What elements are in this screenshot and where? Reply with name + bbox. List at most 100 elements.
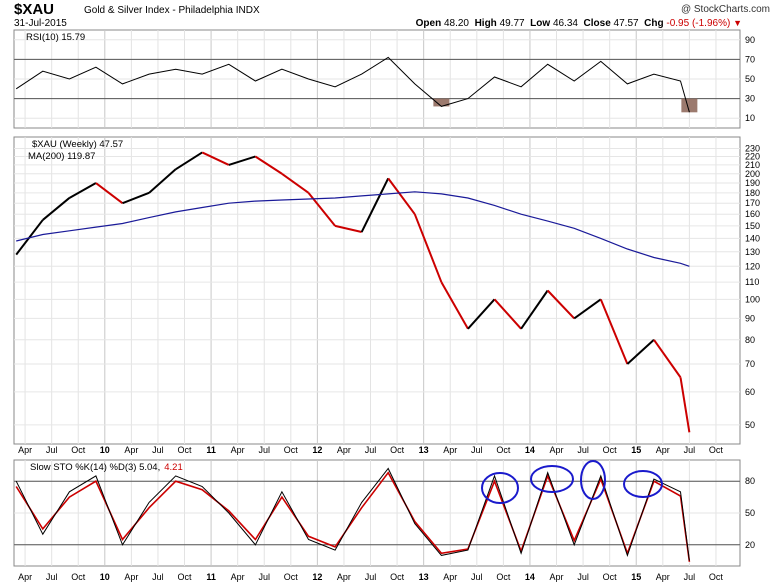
price-segment (387, 177, 416, 215)
rsi-oversold-fill (681, 98, 698, 113)
x-tick-label: Oct (496, 572, 511, 582)
panel-labels: RSI(10) 15.79 $XAU (Weekly) 47.57 MA(200… (26, 32, 183, 473)
x-tick-label: Jul (258, 445, 270, 455)
highlight-circle (530, 465, 574, 493)
highlight-circle (623, 470, 663, 498)
price-segment (599, 298, 629, 365)
y-tick-label: 190 (745, 178, 760, 188)
y-tick-label: 90 (745, 313, 755, 323)
price-segment (254, 155, 283, 175)
price-segment (653, 339, 682, 378)
rsi-oversold-fill (433, 98, 450, 107)
x-tick-label: Jul (152, 572, 164, 582)
x-tick-label: Jul (46, 572, 58, 582)
grid-lines (14, 30, 740, 566)
y-tick-label: 50 (745, 420, 755, 430)
x-tick-label: Jul (46, 445, 58, 455)
series-layer (15, 56, 698, 562)
y-tick-label: 160 (745, 209, 760, 219)
x-tick-label: Apr (550, 572, 564, 582)
x-tick-label: Jul (258, 572, 270, 582)
y-tick-label: 100 (745, 294, 760, 304)
x-tick-label: Jul (577, 445, 589, 455)
y-tick-label: 50 (745, 508, 755, 518)
y-tick-label: 20 (745, 540, 755, 550)
chg-value: -0.95 (-1.96%) (666, 18, 731, 29)
y-tick-label: 150 (745, 221, 760, 231)
x-tick-label: 11 (206, 572, 216, 582)
stoch-k-line (15, 467, 690, 561)
x-tick-label: 10 (100, 572, 110, 582)
x-tick-label: Oct (71, 572, 86, 582)
x-tick-label: 13 (419, 445, 429, 455)
price-segment (520, 289, 549, 330)
y-tick-label: 220 (745, 151, 760, 161)
x-tick-label: Jul (152, 445, 164, 455)
price-segment (493, 298, 522, 330)
x-tick-label: Jul (471, 572, 483, 582)
sto-d-value: 4.21 (164, 462, 183, 473)
x-tick-label: Oct (178, 445, 193, 455)
x-tick-label: Jul (684, 445, 696, 455)
x-tick-label: Oct (71, 445, 86, 455)
x-tick-label: Apr (337, 445, 351, 455)
x-tick-label: Oct (178, 572, 193, 582)
x-tick-label: 13 (419, 572, 429, 582)
price-segment (546, 289, 575, 320)
x-tick-label: Oct (603, 445, 618, 455)
y-tick-label: 200 (745, 169, 760, 179)
price-segment (175, 151, 203, 171)
copyright: @ StockCharts.com (680, 4, 770, 15)
low-value: 46.34 (552, 18, 578, 29)
y-tick-label: 10 (745, 113, 755, 123)
rsi-label: RSI(10) 15.79 (26, 32, 85, 43)
x-tick-label: Apr (337, 572, 351, 582)
x-tick-label: 15 (631, 572, 641, 582)
highlight-circle (580, 460, 606, 500)
y-tick-label: 30 (745, 94, 755, 104)
y-tick-label: 70 (745, 54, 755, 64)
x-tick-label: 12 (312, 445, 322, 455)
x-tick-label: Apr (550, 445, 564, 455)
x-tick-label: Oct (284, 572, 299, 582)
y-tick-label: 210 (745, 160, 760, 170)
x-tick-label: 11 (206, 445, 216, 455)
panel-frames (13, 29, 741, 567)
price-segment (281, 172, 310, 194)
price-segment (467, 298, 496, 330)
price-segment (228, 155, 256, 166)
price-segment (42, 197, 71, 221)
y-tick-label: 170 (745, 198, 760, 208)
x-tick-label: 14 (525, 572, 535, 582)
y-tick-label: 180 (745, 188, 760, 198)
price-segment (68, 182, 97, 199)
ticker-symbol: $XAU (14, 1, 55, 18)
x-tick-label: Apr (443, 572, 457, 582)
price-segment (122, 191, 150, 205)
x-tick-label: Oct (709, 572, 724, 582)
y-tick-label: 140 (745, 233, 760, 243)
sto-label-text: Slow STO %K(14) %D(3) 5.04, (30, 462, 160, 473)
x-tick-label: Jul (577, 572, 589, 582)
x-tick-label: Oct (709, 445, 724, 455)
y-tick-label: 50 (745, 74, 755, 84)
ma-label: MA(200) 119.87 (28, 151, 95, 162)
price-segment (201, 151, 230, 166)
price-segment (413, 213, 443, 283)
x-tick-label: Jul (471, 445, 483, 455)
y-tick-label: 90 (745, 35, 755, 45)
x-tick-label: 10 (100, 445, 110, 455)
x-tick-label: 12 (312, 572, 322, 582)
down-triangle-icon: ▼ (733, 18, 742, 28)
close-value: 47.57 (613, 18, 639, 29)
chart-header: $XAU Gold & Silver Index - Philadelphia … (0, 0, 780, 30)
price-segment (440, 281, 469, 330)
y-tick-label: 110 (745, 277, 759, 287)
quote-bar: Open 48.20 High 49.77 Low 46.34 Close 47… (416, 18, 742, 29)
x-tick-label: Jul (684, 572, 696, 582)
x-tick-label: Apr (656, 445, 670, 455)
x-tick-label: Apr (124, 572, 138, 582)
x-tick-label: Apr (443, 445, 457, 455)
price-segment (334, 224, 362, 233)
